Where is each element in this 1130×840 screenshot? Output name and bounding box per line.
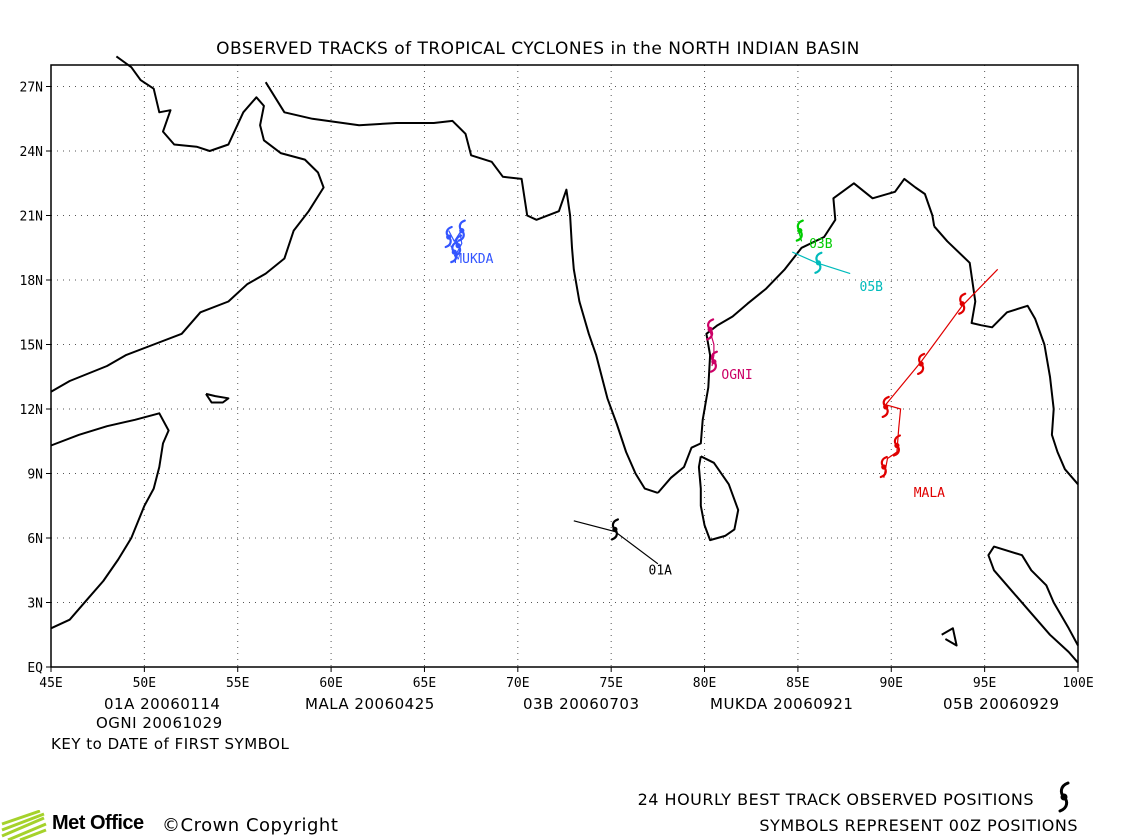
cyclone-symbol-01a xyxy=(610,518,620,541)
met-office-name: Met Office xyxy=(52,812,144,834)
footer-note-symbols: SYMBOLS REPRESENT 00Z POSITIONS xyxy=(759,816,1078,835)
y-tick-label: 15N xyxy=(20,339,43,354)
cyclone-symbol-mala xyxy=(881,395,890,418)
storm-label-05b: 05B xyxy=(860,280,884,295)
key-05b: 05B 20060929 xyxy=(943,695,1060,713)
storm-label-mukda: MUKDA xyxy=(454,252,493,267)
cyclone-symbol-mala xyxy=(916,352,926,375)
coastlines xyxy=(50,55,1079,664)
coastline-socotra xyxy=(205,392,230,404)
cyclone-symbol-mukda xyxy=(450,241,459,264)
y-tick-label: 6N xyxy=(27,532,43,547)
x-tick-label: 50E xyxy=(133,676,156,691)
y-tick-label: 27N xyxy=(20,81,43,96)
coastline-africa-arabia xyxy=(50,55,325,393)
x-tick-label: 80E xyxy=(693,676,716,691)
x-tick-label: 75E xyxy=(599,676,622,691)
x-tick-label: 65E xyxy=(413,676,436,691)
coastline-persia xyxy=(264,81,659,494)
met-office-logo-mark xyxy=(1,810,47,840)
footer-note-positions: 24 HOURLY BEST TRACK OBSERVED POSITIONS xyxy=(637,790,1034,809)
x-tick-label: 45E xyxy=(39,676,62,691)
storm-label-mala: MALA xyxy=(914,486,945,501)
map-title: OBSERVED TRACKS of TROPICAL CYCLONES in … xyxy=(216,39,860,59)
key-caption: KEY to DATE of FIRST SYMBOL xyxy=(51,735,290,753)
cyclone-symbol-03b xyxy=(795,219,804,242)
cyclone-symbol-mukda xyxy=(444,225,453,249)
key-03b: 03B 20060703 xyxy=(523,695,640,713)
storm-label-ogni: OGNI xyxy=(721,368,752,383)
key-mala: MALA 20060425 xyxy=(305,695,435,713)
y-tick-label: 21N xyxy=(20,210,43,225)
x-tick-label: 95E xyxy=(973,676,996,691)
cyclone-symbol-icon xyxy=(1058,781,1070,813)
axis-ticks: 45E 50E 55E 60E 65E 70E 75E 80E 85E 90E 95E 100E EQ 3… xyxy=(20,81,1094,692)
cyclone-symbol-mala xyxy=(879,455,888,479)
cyclone-symbol-ogni xyxy=(709,350,719,373)
track-05b xyxy=(792,251,851,275)
coastline-india-east xyxy=(657,177,936,494)
y-tick-label: 3N xyxy=(27,597,43,612)
cyclone-symbol-05b xyxy=(814,251,823,274)
coastline-myanmar xyxy=(933,225,1079,485)
y-tick-label: 9N xyxy=(27,468,43,483)
cyclone-tracks: 01A MALA 03B MUKDA 05B OGNI xyxy=(444,219,999,579)
x-tick-label: 85E xyxy=(786,676,809,691)
coastline-somalia xyxy=(50,412,170,630)
y-tick-label: 24N xyxy=(20,145,43,160)
track-mala xyxy=(883,268,999,478)
key-01a: 01A 20060114 xyxy=(104,695,221,713)
x-tick-label: 55E xyxy=(226,676,249,691)
storm-label-03b: 03B xyxy=(809,237,833,252)
x-tick-label: 60E xyxy=(319,676,342,691)
key-mukda: MUKDA 20060921 xyxy=(710,695,854,713)
cyclone-symbol-mukda xyxy=(457,219,466,242)
storm-label-01a: 01A xyxy=(649,564,673,579)
lat-lon-grid xyxy=(51,65,1078,667)
coastline-malay xyxy=(987,545,1079,664)
y-tick-label: 18N xyxy=(20,274,43,289)
key-ogni: OGNI 20061029 xyxy=(96,714,223,732)
copyright-notice: ©Crown Copyright xyxy=(162,815,339,836)
x-tick-label: 70E xyxy=(506,676,529,691)
met-office-logo xyxy=(1,810,47,840)
cyclone-symbol-ogni xyxy=(705,318,715,341)
cyclone-symbol-mala xyxy=(958,292,967,315)
cyclone-symbol-mala xyxy=(892,434,902,457)
x-tick-label: 90E xyxy=(880,676,903,691)
y-tick-label: EQ xyxy=(27,661,43,676)
map-frame xyxy=(50,64,1079,668)
y-tick-label: 12N xyxy=(20,403,43,418)
x-tick-label: 100E xyxy=(1062,676,1093,691)
coastline-sri-lanka xyxy=(697,455,740,542)
coastline-andaman xyxy=(941,627,958,647)
